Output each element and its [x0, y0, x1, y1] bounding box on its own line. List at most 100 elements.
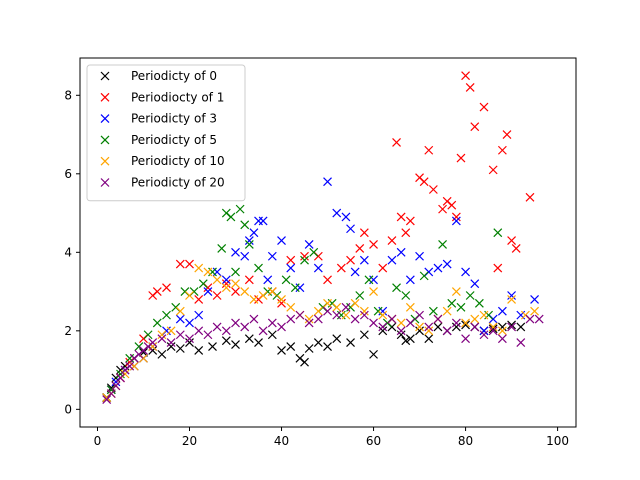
data-point [479, 310, 489, 320]
data-point [507, 322, 517, 332]
data-point [198, 279, 208, 289]
data-point [240, 220, 250, 230]
data-point [433, 322, 443, 332]
legend-label: Periodicty of 10 [131, 154, 225, 168]
data-point [355, 291, 365, 300]
data-point [286, 263, 296, 273]
data-point [387, 255, 397, 265]
data-point [221, 336, 231, 346]
y-tick-label: 4 [64, 245, 72, 259]
legend-label: Periodicty of 5 [131, 133, 217, 147]
data-point [254, 338, 263, 348]
data-point [401, 291, 411, 300]
data-point [405, 216, 415, 226]
data-point [451, 212, 461, 222]
data-point [277, 322, 286, 332]
data-point [355, 243, 365, 253]
data-point [451, 318, 461, 328]
data-point [194, 310, 204, 320]
data-point [235, 204, 245, 214]
data-point [415, 251, 424, 261]
data-point [185, 259, 194, 269]
data-point [217, 243, 227, 253]
data-point [175, 314, 185, 324]
data-point [323, 342, 332, 351]
data-point [415, 322, 424, 332]
data-point [479, 330, 489, 340]
data-point [267, 251, 277, 261]
data-point [396, 318, 406, 328]
data-point [304, 240, 314, 249]
data-point [267, 318, 277, 328]
data-point [175, 259, 185, 269]
data-point [346, 338, 355, 348]
data-point [102, 395, 112, 404]
plot-frame [79, 57, 577, 428]
legend-label: Periodicty of 20 [131, 176, 225, 190]
data-point [401, 336, 411, 346]
data-point [332, 334, 342, 344]
data-point [148, 338, 158, 348]
data-point [258, 216, 268, 226]
legend-marker [100, 114, 110, 124]
legend-marker [100, 71, 110, 81]
data-point [267, 330, 277, 340]
data-point [277, 346, 286, 355]
data-point [451, 216, 461, 226]
data-point [116, 373, 125, 383]
legend: Periodicty of 0 Periodiocty of 1 Periodict… [86, 64, 246, 202]
data-point [323, 298, 332, 308]
data-point [428, 185, 438, 194]
data-point [111, 381, 121, 391]
data-point [497, 326, 507, 336]
data-point [470, 322, 480, 332]
data-point [323, 177, 332, 187]
data-point [309, 247, 319, 257]
data-point [369, 287, 378, 296]
data-point [332, 208, 342, 218]
data-point [396, 212, 406, 222]
x-tick-label: 20 [182, 434, 197, 448]
data-point [226, 212, 236, 222]
data-point [465, 83, 475, 92]
data-point [525, 192, 535, 202]
data-point [438, 240, 447, 249]
data-point [166, 326, 176, 336]
data-point [442, 259, 452, 269]
data-point [185, 291, 194, 300]
data-point [106, 389, 116, 399]
data-point [419, 177, 429, 187]
data-point [277, 298, 286, 308]
data-point [203, 330, 213, 340]
y-axis: 0 2 4 6 8 [64, 88, 80, 416]
data-point [286, 302, 296, 312]
data-point [392, 137, 401, 147]
data-point [267, 287, 277, 296]
data-point [341, 212, 351, 222]
data-point [249, 228, 259, 238]
data-point [530, 294, 540, 304]
data-point [461, 318, 470, 328]
data-point [152, 287, 162, 296]
data-point [323, 275, 332, 285]
data-point [300, 357, 309, 367]
data-point [162, 283, 171, 293]
data-point [465, 291, 475, 300]
data-point [258, 326, 268, 336]
data-point [378, 326, 388, 336]
data-point [286, 342, 296, 351]
data-point [185, 318, 194, 328]
data-point [313, 263, 323, 273]
data-point [277, 236, 286, 245]
data-point [166, 338, 176, 348]
data-point [401, 228, 411, 238]
data-point [488, 326, 498, 336]
data-point [277, 294, 286, 304]
data-point [157, 334, 167, 344]
data-point [488, 165, 498, 175]
data-point [286, 314, 296, 324]
data-point [378, 263, 388, 273]
data-point [258, 291, 268, 300]
data-point [479, 326, 489, 336]
